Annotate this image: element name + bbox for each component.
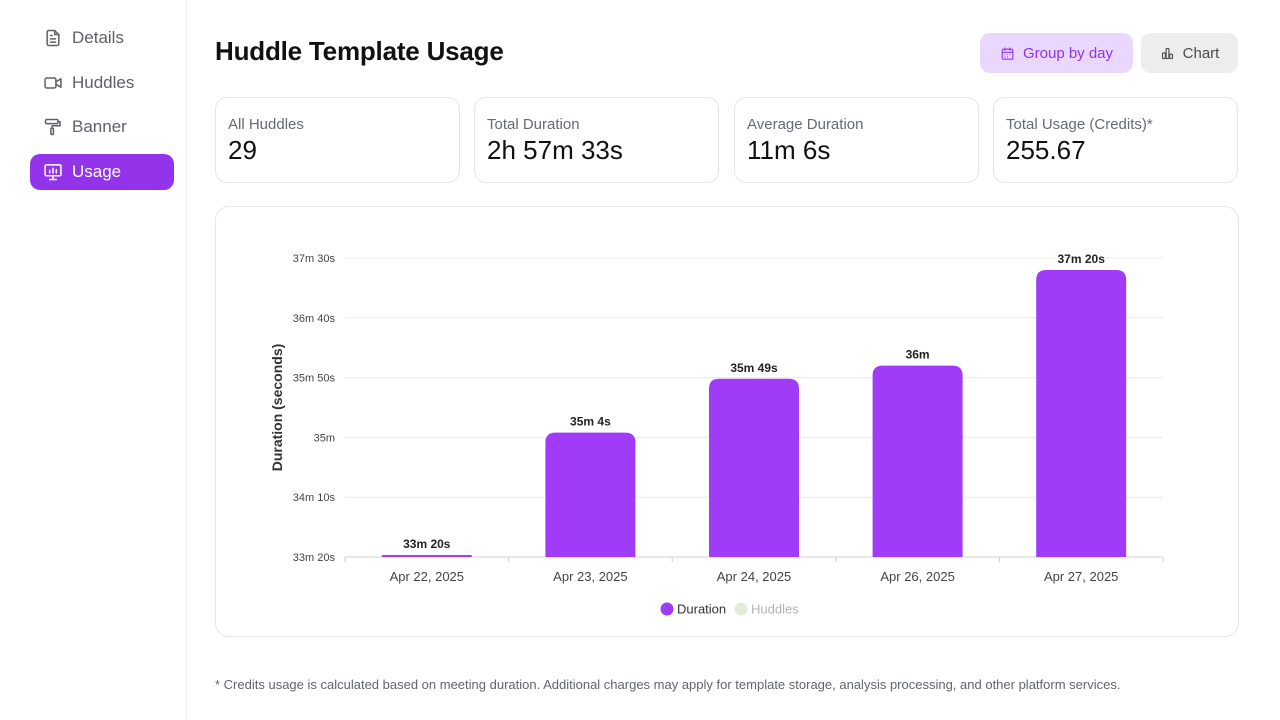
- chart-button-label: Chart: [1182, 44, 1220, 62]
- sidebar-item-huddles[interactable]: Huddles: [30, 65, 174, 101]
- bar: [872, 365, 963, 557]
- y-axis-label: Duration (seconds): [269, 344, 285, 472]
- sidebar-item-label: Details: [72, 28, 124, 47]
- bar: [545, 432, 636, 557]
- legend-huddles-swatch: [734, 602, 748, 616]
- bar: [381, 555, 472, 557]
- stat-card-total-usage: Total Usage (Credits)* 255.67: [993, 97, 1238, 183]
- stat-label: All Huddles: [228, 116, 304, 133]
- bar: [709, 378, 799, 557]
- sidebar-item-details[interactable]: Details: [30, 20, 174, 56]
- y-tick-label: 36m 40s: [293, 313, 336, 325]
- stat-label: Total Usage (Credits)*: [1006, 116, 1153, 133]
- x-tick-label: Apr 22, 2025: [390, 569, 464, 584]
- file-text-icon: [42, 27, 64, 49]
- stat-card-average-duration: Average Duration 11m 6s: [734, 97, 979, 183]
- stat-value: 255.67: [1006, 135, 1086, 165]
- x-tick-label: Apr 23, 2025: [553, 569, 627, 584]
- group-by-day-button[interactable]: Group by day: [980, 33, 1133, 73]
- bar-value-label: 35m 49s: [730, 361, 778, 375]
- sidebar-item-usage[interactable]: Usage: [30, 154, 174, 190]
- y-tick-label: 34m 10s: [293, 492, 336, 504]
- y-tick-label: 33m 20s: [293, 552, 336, 564]
- chart-button[interactable]: Chart: [1141, 33, 1238, 73]
- sidebar-item-label: Banner: [72, 117, 127, 136]
- paint-roller-icon: [42, 116, 64, 138]
- bar-value-label: 36m: [906, 348, 930, 362]
- y-tick-label: 37m 30s: [293, 253, 336, 265]
- bar: [1036, 269, 1127, 557]
- x-tick-label: Apr 26, 2025: [880, 569, 954, 584]
- bar-chart-icon: [1161, 47, 1173, 59]
- bar-value-label: 33m 20s: [403, 537, 451, 551]
- group-by-day-label: Group by day: [1022, 44, 1114, 62]
- sidebar-item-label: Huddles: [72, 73, 135, 92]
- chart-card: 33m 20s 34m 10s 35m 35m 50s 36m 40s 37m 30s Du…: [215, 206, 1239, 637]
- sidebar-item-banner[interactable]: Banner: [30, 109, 174, 145]
- presentation-chart-icon: [42, 161, 64, 183]
- sidebar-item-label: Usage: [72, 162, 122, 181]
- bar-value-label: 37m 20s: [1058, 252, 1106, 266]
- credits-footnote: * Credits usage is calculated based on m…: [215, 677, 1121, 692]
- legend-huddles-label: Huddles: [751, 602, 799, 617]
- bar-value-label: 35m 4s: [570, 415, 611, 429]
- stat-value: 2h 57m 33s: [487, 135, 623, 165]
- stat-value: 11m 6s: [747, 135, 831, 165]
- x-tick-label: Apr 24, 2025: [717, 569, 791, 584]
- stat-label: Total Duration: [487, 116, 580, 133]
- stat-card-all-huddles: All Huddles 29: [215, 97, 460, 183]
- sidebar: Details Huddles Banner Usage: [0, 0, 187, 720]
- legend-duration-label: Duration: [677, 602, 726, 617]
- y-tick-label: 35m: [314, 432, 335, 444]
- stat-card-total-duration: Total Duration 2h 57m 33s: [474, 97, 719, 183]
- legend-duration-swatch: [660, 602, 674, 616]
- stat-value: 29: [228, 135, 257, 165]
- stat-label: Average Duration: [747, 116, 864, 133]
- page-title: Huddle Template Usage: [215, 36, 504, 66]
- duration-bar-chart: 33m 20s 34m 10s 35m 35m 50s 36m 40s 37m 30s Du…: [269, 252, 1164, 617]
- video-icon: [42, 72, 64, 94]
- calendar-icon: [1001, 46, 1014, 60]
- x-tick-label: Apr 27, 2025: [1044, 569, 1118, 584]
- y-tick-label: 35m 50s: [293, 373, 336, 385]
